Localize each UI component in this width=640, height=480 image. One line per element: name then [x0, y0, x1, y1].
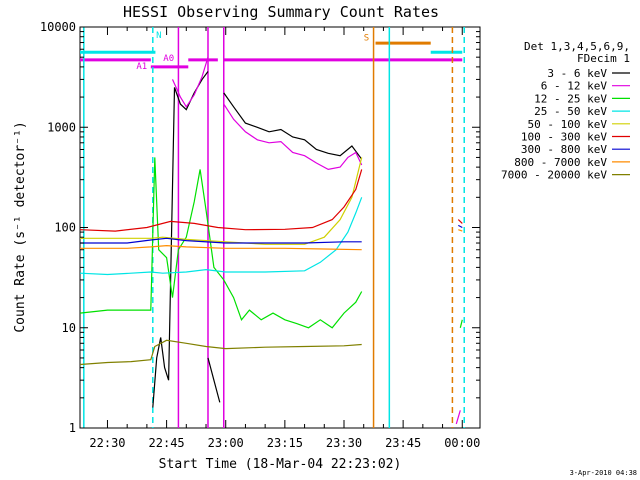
legend-label: 3 - 6 keV — [547, 67, 607, 80]
flag-annotation: A1 — [136, 62, 147, 72]
series-line — [171, 57, 209, 108]
x-tick-label: 23:45 — [385, 436, 421, 450]
series-line — [455, 410, 461, 425]
series-line — [458, 229, 463, 232]
legend-label: 800 - 7000 keV — [514, 156, 607, 169]
series-line — [457, 219, 463, 224]
flag-annotation: A0 — [163, 54, 174, 64]
series-line — [79, 197, 363, 276]
series-line — [458, 224, 463, 229]
legend-label: 7000 - 20000 keV — [501, 169, 607, 182]
series-line — [80, 157, 363, 245]
legend-label: 12 - 25 keV — [534, 92, 607, 105]
series-line — [207, 357, 221, 403]
legend-header: Det 1,3,4,5,6,9, — [524, 40, 630, 53]
legend-label: 50 - 100 keV — [528, 118, 608, 131]
flag-annotation: N — [156, 31, 161, 41]
axes: 22:30 22:45 23:00 23:15 23:30 23:45 00:00 1 10 10… — [40, 20, 480, 450]
legend-header: FDecim 1 — [577, 52, 630, 65]
series-line — [223, 92, 363, 160]
y-tick-label: 100 — [54, 221, 76, 235]
x-tick-label: 22:45 — [149, 436, 185, 450]
x-tick-label: 00:00 — [444, 436, 480, 450]
flag-annotation: S — [364, 34, 369, 44]
flag-vertical-lines — [83, 27, 465, 428]
series-line — [79, 157, 363, 329]
flag-bars — [80, 41, 463, 69]
chart-title: HESSI Observing Summary Count Rates — [123, 3, 439, 21]
y-tick-label: 10 — [62, 321, 76, 335]
series-line — [80, 244, 362, 251]
x-tick-label: 23:00 — [208, 436, 244, 450]
legend-label: 300 - 800 keV — [521, 143, 607, 156]
plot-frame — [79, 26, 481, 429]
annotations: N A0 A1 S — [136, 31, 369, 72]
legend-label: 6 - 12 keV — [541, 80, 608, 93]
y-axis-label: Count Rate (s⁻¹ detector⁻¹) — [13, 121, 28, 332]
x-tick-label: 23:15 — [267, 436, 303, 450]
series-line — [80, 237, 362, 244]
legend-label: 25 - 50 keV — [534, 105, 607, 118]
legend-label: 100 - 300 keV — [521, 131, 607, 144]
timestamp: 3-Apr-2010 04:38 — [570, 469, 637, 477]
series-line — [79, 169, 363, 232]
y-tick-label: 10000 — [40, 20, 76, 34]
y-tick-label: 1000 — [47, 120, 76, 134]
x-axis-label: Start Time (18-Mar-04 22:23:02) — [159, 457, 402, 472]
series-line — [223, 103, 363, 171]
plot-area: N A0 A1 S — [79, 26, 481, 429]
x-tick-label: 22:30 — [89, 436, 125, 450]
series-line — [79, 339, 362, 366]
x-tick-label: 23:30 — [326, 436, 362, 450]
series-lines — [79, 57, 463, 425]
series-line — [459, 319, 463, 328]
y-tick-label: 1 — [69, 421, 76, 435]
